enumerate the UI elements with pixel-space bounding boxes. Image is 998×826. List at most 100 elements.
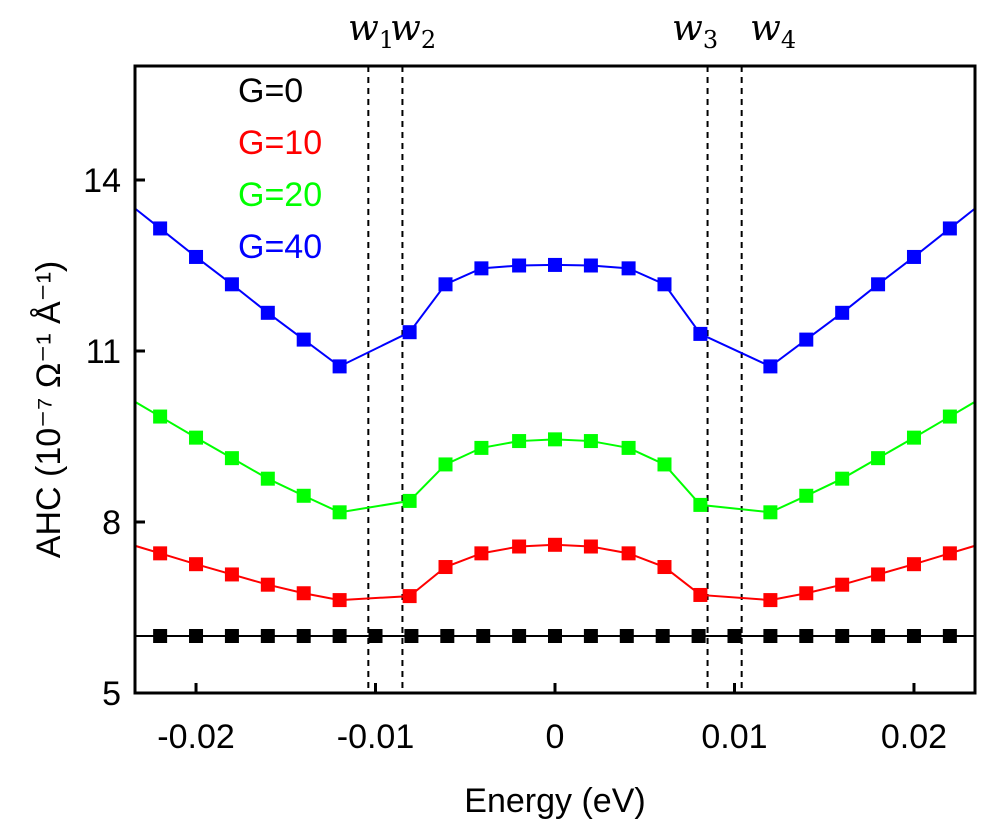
data-point-g0 (260, 629, 275, 643)
data-point-g20 (763, 505, 778, 520)
x-tick-label: -0.02 (157, 718, 235, 756)
data-point-g10 (763, 593, 778, 608)
data-point-g40 (512, 258, 527, 273)
data-point-g40 (763, 359, 778, 374)
data-point-g40 (438, 277, 453, 292)
data-point-g0 (906, 629, 921, 643)
axes: -0.02 -0.01 0 0.01 0.02 5 8 11 14 (83, 162, 947, 756)
legend-entry-g20: G=20 (238, 176, 322, 214)
data-point-g0 (763, 629, 778, 643)
data-point-g20 (871, 451, 886, 466)
data-point-g10 (835, 577, 850, 592)
data-point-g10 (871, 567, 886, 582)
data-point-g40 (474, 261, 489, 276)
marker-label-w2: w2 (390, 8, 436, 54)
data-point-g0 (224, 629, 239, 643)
data-point-g0 (332, 629, 347, 643)
x-tick-label: 0.01 (701, 718, 767, 756)
plot-inner (135, 66, 975, 693)
marker-label-w4: w4 (750, 8, 796, 54)
series-g0 (135, 629, 975, 643)
legend-entry-g10: G=10 (238, 124, 322, 162)
data-point-g40 (548, 257, 562, 272)
data-point-g10 (153, 546, 168, 561)
y-tick-label: 5 (102, 675, 121, 713)
series-g10 (135, 537, 975, 608)
legend-entry-g0: G=0 (238, 72, 303, 110)
data-point-g40 (621, 261, 636, 276)
data-point-g40 (153, 221, 168, 236)
data-point-g0 (942, 629, 957, 643)
data-point-g20 (189, 430, 204, 445)
data-point-g0 (368, 629, 383, 643)
y-tick-label: 14 (83, 162, 121, 200)
data-point-g40 (260, 305, 275, 320)
x-tick-label: 0.02 (881, 718, 947, 756)
series-g40 (135, 207, 975, 374)
data-point-g10 (260, 577, 275, 592)
data-point-g20 (583, 434, 598, 449)
data-point-g0 (691, 629, 706, 643)
data-point-g40 (189, 249, 204, 264)
data-point-g10 (942, 546, 957, 561)
data-point-g40 (583, 258, 598, 273)
data-point-g0 (871, 629, 886, 643)
data-point-g40 (693, 326, 708, 341)
data-point-g0 (727, 629, 742, 643)
data-point-g20 (942, 409, 957, 424)
marker-label-subscript: 3 (703, 26, 718, 54)
data-point-g10 (224, 567, 239, 582)
data-point-g20 (835, 471, 850, 486)
data-point-g10 (189, 557, 204, 572)
data-point-g40 (402, 325, 417, 340)
data-point-g20 (474, 440, 489, 455)
marker-label-subscript: 2 (421, 26, 436, 54)
series-g20 (135, 400, 975, 520)
marker-label-letter: w (672, 8, 703, 49)
y-axis-title: AHC (10⁻⁷ Ω⁻¹ Å⁻¹) (30, 261, 68, 558)
data-point-g0 (296, 629, 311, 643)
data-point-g10 (296, 586, 311, 601)
data-point-g0 (835, 629, 850, 643)
data-point-g10 (474, 546, 489, 561)
data-point-g20 (621, 440, 636, 455)
y-tick-label: 11 (86, 333, 121, 371)
x-tick-label: -0.01 (337, 718, 415, 756)
data-point-g10 (332, 593, 347, 608)
data-point-g20 (657, 457, 672, 472)
x-tick-label: 0 (546, 718, 565, 756)
data-point-g20 (402, 493, 417, 508)
data-point-g0 (404, 629, 419, 643)
plot-area (135, 66, 975, 693)
data-point-g10 (693, 587, 708, 602)
data-point-g10 (799, 586, 814, 601)
data-point-g0 (189, 629, 204, 643)
data-point-g20 (260, 471, 275, 486)
marker-label-subscript: 1 (379, 26, 394, 54)
data-point-g10 (512, 539, 527, 554)
data-point-g20 (799, 488, 814, 503)
data-point-g20 (332, 505, 347, 520)
data-point-g0 (512, 629, 527, 643)
data-point-g0 (476, 629, 491, 643)
data-point-g10 (583, 539, 598, 554)
x-axis-title: Energy (eV) (464, 782, 645, 820)
data-point-g20 (512, 434, 527, 449)
data-point-g10 (548, 537, 562, 552)
data-point-g0 (583, 629, 598, 643)
data-point-g0 (799, 629, 814, 643)
data-point-g10 (906, 557, 921, 572)
data-point-g40 (224, 277, 239, 292)
legend: G=0 G=10 G=20 G=40 (238, 72, 322, 266)
data-point-g0 (619, 629, 634, 643)
y-tick-label: 8 (102, 504, 121, 542)
data-point-g20 (153, 409, 168, 424)
data-point-g0 (655, 629, 670, 643)
data-point-g40 (332, 359, 347, 374)
data-point-g40 (942, 221, 957, 236)
data-point-g10 (402, 589, 417, 604)
marker-label-letter: w (390, 8, 421, 49)
data-point-g0 (440, 629, 455, 643)
